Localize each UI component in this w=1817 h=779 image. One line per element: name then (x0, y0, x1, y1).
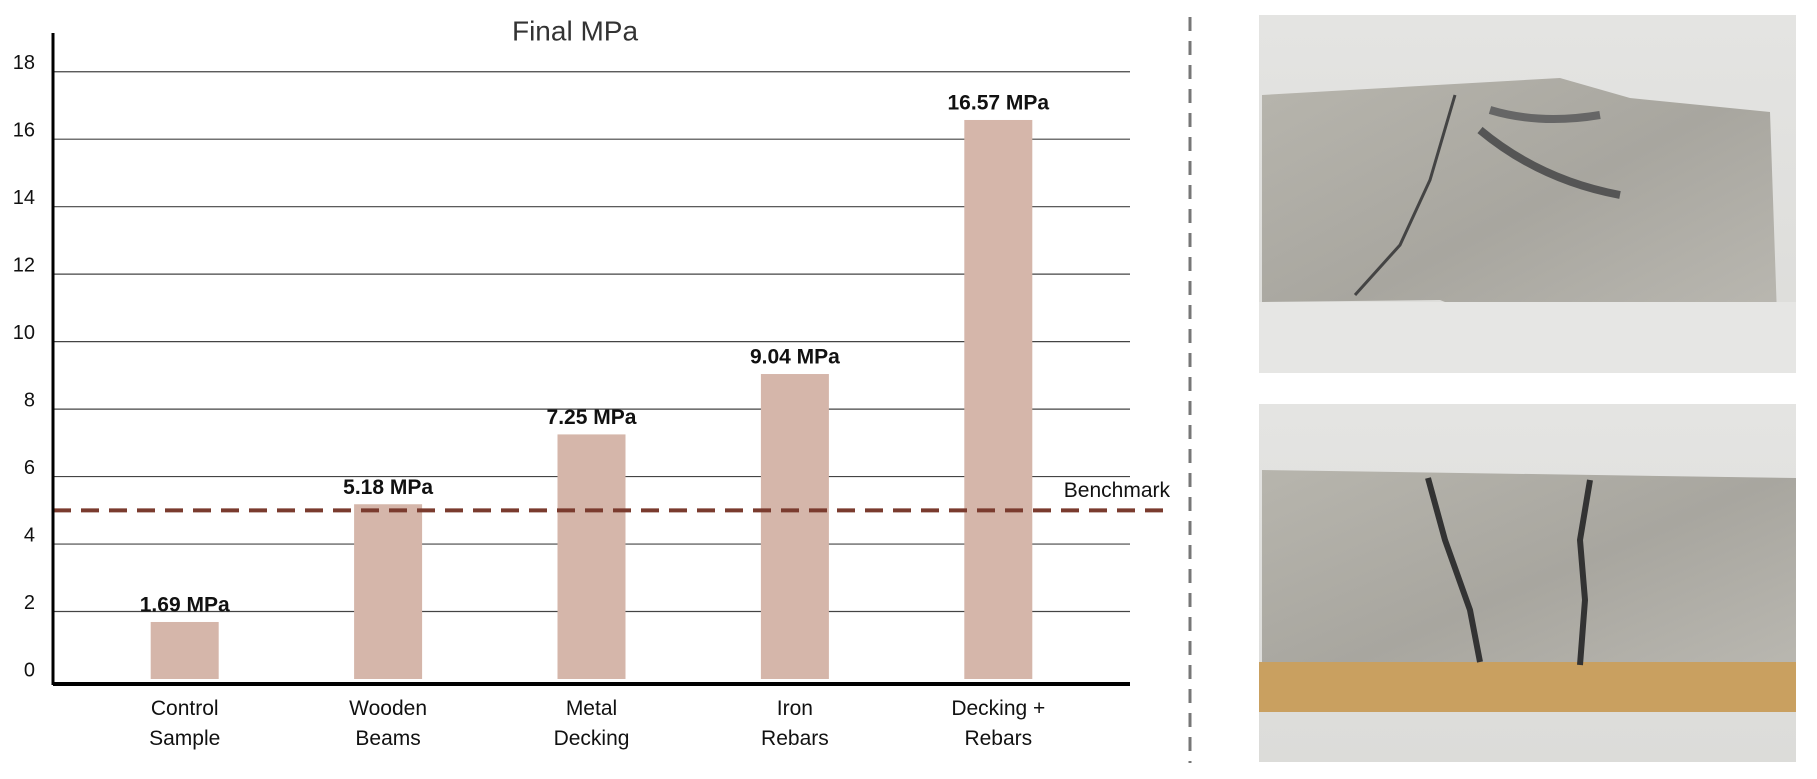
data-label: 5.18 MPa (343, 476, 433, 499)
photo-bottom (1259, 404, 1796, 762)
y-tick-label: 2 (24, 592, 35, 614)
x-tick-label: Wooden Beams (349, 697, 427, 750)
bar (964, 119, 1033, 679)
y-tick-label: 14 (13, 187, 35, 209)
y-tick-label: 8 (24, 389, 35, 411)
y-tick-label: 12 (13, 254, 35, 276)
bar (150, 621, 219, 679)
y-tick-label: 6 (24, 457, 35, 479)
y-tick-label: 16 (13, 119, 35, 141)
data-label: 7.25 MPa (547, 406, 637, 429)
photo-top (1259, 15, 1796, 373)
chart-title: Final MPa (512, 15, 638, 46)
benchmark-label: Benchmark (1064, 479, 1171, 502)
y-tick-label: 4 (24, 524, 35, 546)
y-tick-label: 0 (24, 659, 35, 681)
plot-area: 0 2 4 6 8 10 12 14 16 18 1.69 MPa Control Sample 5.18… (13, 33, 1172, 750)
data-label: 9.04 MPa (750, 346, 840, 369)
bar (354, 504, 423, 679)
data-label: 1.69 MPa (140, 594, 230, 617)
x-tick-label: Control Sample (149, 697, 220, 750)
bar (557, 434, 626, 679)
data-label: 16.57 MPa (948, 92, 1050, 115)
x-tick-label: Metal Decking (554, 697, 630, 750)
x-tick-label: Iron Rebars (761, 697, 829, 750)
y-tick-label: 18 (13, 52, 35, 74)
bar (760, 374, 829, 679)
x-tick-label: Decking + Rebars (951, 697, 1045, 750)
y-tick-label: 10 (13, 322, 35, 344)
